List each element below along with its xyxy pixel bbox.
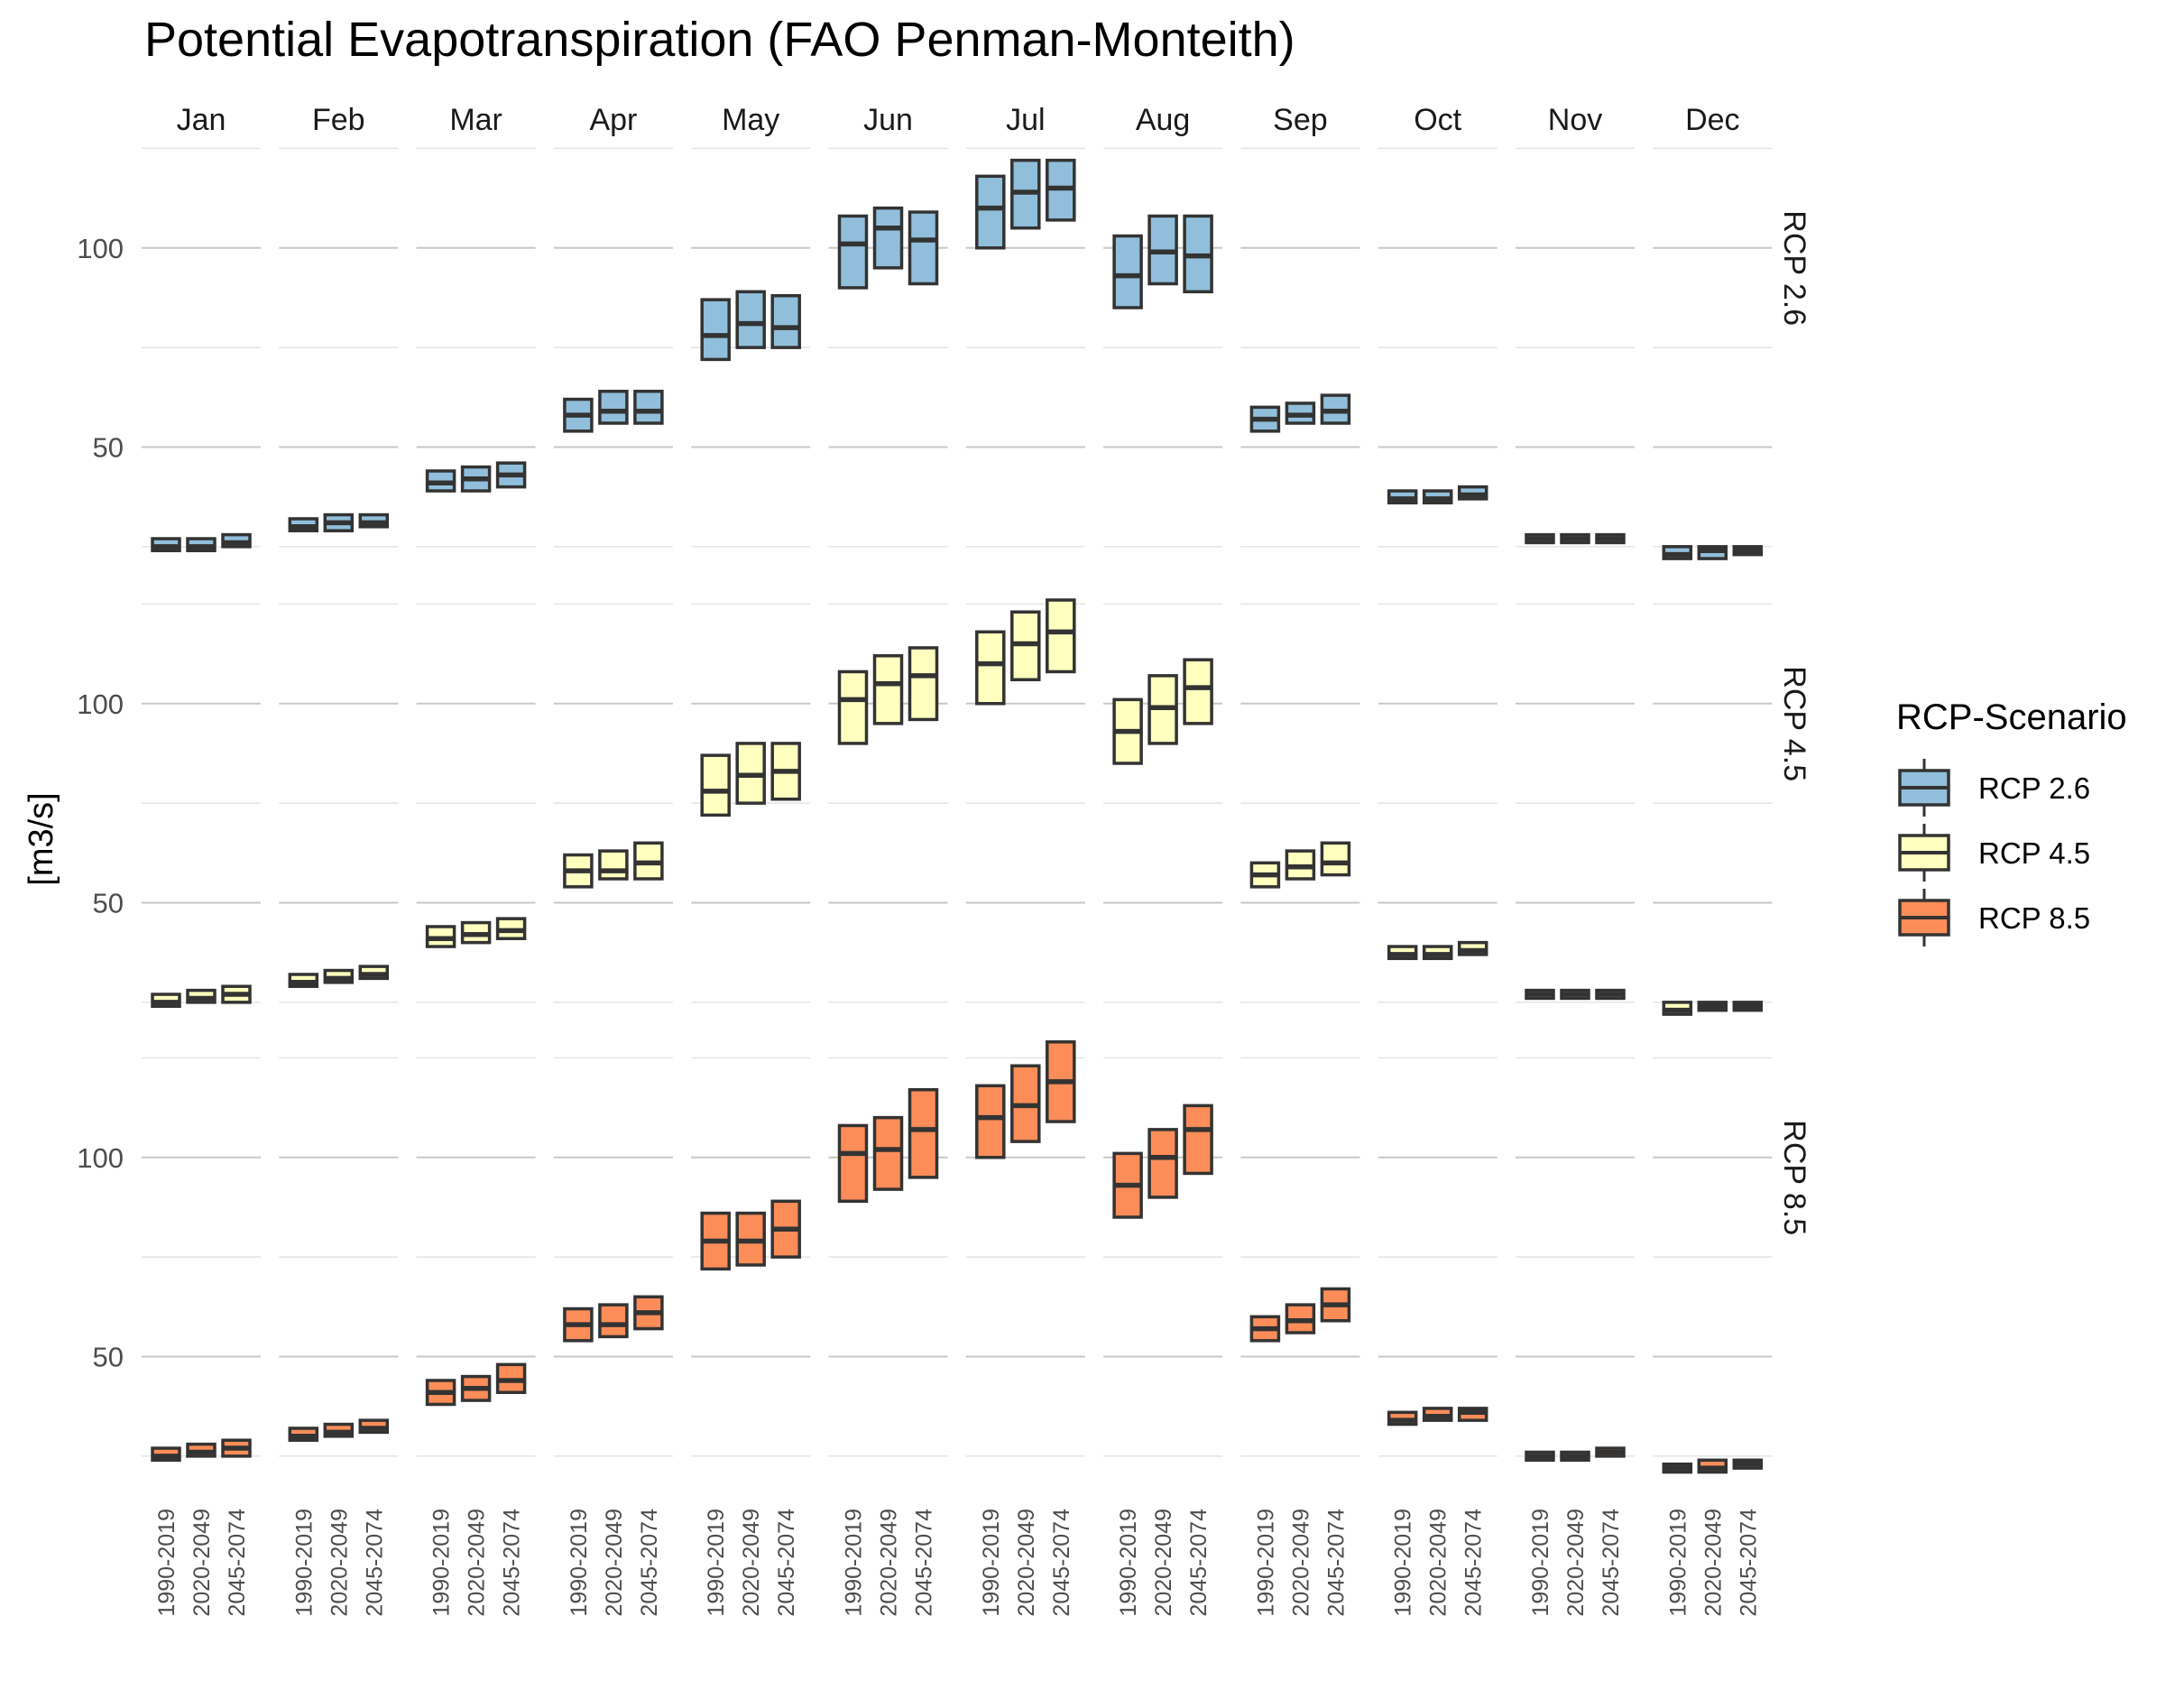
x-tick-label: 2045-2074 [1736,1509,1761,1617]
box [975,630,1006,706]
box [1183,1103,1213,1176]
chart-title: Potential Evapotranspiration (FAO Penman… [144,13,1295,67]
y-tick-label: 50 [93,431,124,463]
x-tick-label: 2045-2074 [1186,1509,1212,1617]
box [1183,658,1213,725]
box [975,1084,1006,1159]
y-tick-label: 50 [93,1341,124,1372]
legend-title: RCP-Scenario [1896,697,2127,737]
x-tick-label: 2020-2049 [602,1509,627,1617]
y-axis-ticks: 50 100 50 100 50 100 [77,233,124,1373]
box [908,210,939,286]
box [872,654,904,725]
month-label: Aug [1136,103,1191,137]
gridlines [142,147,1773,1457]
y-tick-label: 100 [77,688,124,720]
y-tick-label: 50 [93,887,124,919]
box [770,293,801,349]
month-strip-labels: Jan Feb Mar Apr May Jun Jul Aug Sep Oct Nov Dec [177,103,1740,137]
x-tick-label: 1990-2019 [1665,1509,1691,1617]
month-label: Nov [1548,103,1602,137]
box [872,1115,904,1191]
box [598,1303,629,1339]
legend: RCP-Scenario RCP 2.6 RCP 4.5 RCP 8.5 [1896,697,2127,946]
box [837,1123,869,1204]
x-tick-label: 2045-2074 [1461,1509,1487,1617]
x-tick-label: 2020-2049 [739,1509,764,1617]
x-tick-label: 2020-2049 [1288,1509,1313,1617]
month-label: Oct [1414,103,1461,137]
x-axis-ticks: 1990-2019 2020-2049 2045-2074 1990-2019 2020… [154,1509,1761,1617]
box [700,753,731,817]
x-tick-label: 1990-2019 [567,1509,592,1617]
row-strip-label: RCP 4.5 [1777,666,1811,781]
month-label: Feb [312,103,365,137]
y-tick-label: 100 [77,1142,124,1174]
box [975,174,1006,250]
x-tick-label: 2045-2074 [774,1509,799,1617]
x-tick-label: 2020-2049 [465,1509,490,1617]
x-tick-label: 2020-2049 [1426,1509,1451,1617]
box [735,290,766,349]
y-tick-label: 100 [77,233,124,264]
month-label: Mar [449,103,502,137]
x-tick-label: 2020-2049 [1014,1509,1039,1617]
box [1046,598,1076,674]
x-tick-label: 1990-2019 [154,1509,180,1617]
x-tick-label: 1990-2019 [1528,1509,1553,1617]
box [837,214,869,290]
month-label: May [722,103,779,137]
x-tick-label: 1990-2019 [1391,1509,1416,1617]
box [837,669,869,745]
x-tick-label: 2045-2074 [1599,1509,1624,1617]
box [1320,841,1351,877]
row-strip-label: RCP 2.6 [1777,210,1811,326]
x-tick-label: 2045-2074 [500,1509,525,1617]
row-strip-labels: RCP 2.6 RCP 4.5 RCP 8.5 [1777,210,1811,1235]
x-tick-label: 1990-2019 [842,1509,867,1617]
box [908,646,939,722]
box [872,206,904,270]
x-tick-label: 1990-2019 [429,1509,455,1617]
x-tick-label: 2020-2049 [1563,1509,1589,1617]
x-tick-label: 1990-2019 [704,1509,729,1617]
x-tick-label: 2045-2074 [1049,1509,1074,1617]
box [700,298,731,362]
box [1112,234,1143,309]
legend-label: RCP 8.5 [1978,901,2090,935]
legend-label: RCP 4.5 [1978,836,2090,870]
box [1147,1128,1178,1199]
month-label: Jan [177,103,226,137]
x-tick-label: 1990-2019 [1116,1509,1141,1617]
box [633,389,664,425]
x-tick-label: 2020-2049 [1700,1509,1726,1617]
boxes [151,158,1764,1474]
x-tick-label: 2020-2049 [189,1509,215,1617]
x-tick-label: 1990-2019 [979,1509,1004,1617]
x-tick-label: 2045-2074 [362,1509,387,1617]
x-tick-label: 1990-2019 [291,1509,317,1617]
x-tick-label: 2020-2049 [1151,1509,1176,1617]
month-label: Dec [1685,103,1739,137]
x-tick-label: 2045-2074 [1323,1509,1349,1617]
row-strip-label: RCP 8.5 [1777,1120,1811,1235]
x-tick-label: 1990-2019 [1253,1509,1278,1617]
x-tick-label: 2045-2074 [912,1509,937,1617]
month-label: Apr [589,103,637,137]
legend-label: RCP 2.6 [1978,771,2090,805]
month-label: Sep [1273,103,1328,137]
x-tick-label: 2045-2074 [637,1509,662,1617]
x-tick-label: 2045-2074 [225,1509,250,1617]
x-tick-label: 2020-2049 [877,1509,902,1617]
box [598,389,629,425]
month-label: Jun [863,103,913,137]
y-axis-label: [m3/s] [23,792,60,885]
box [908,1087,939,1179]
x-tick-label: 2020-2049 [327,1509,352,1617]
month-label: Jul [1006,103,1045,137]
box [598,849,629,881]
